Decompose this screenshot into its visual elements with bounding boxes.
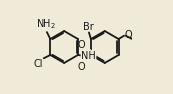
Text: NH: NH [81,51,96,61]
Text: Br: Br [83,22,94,32]
Text: NH$_2$: NH$_2$ [37,18,56,31]
Text: S: S [82,50,90,63]
Text: Cl: Cl [34,59,43,69]
Text: O: O [125,30,132,40]
Text: O: O [78,62,85,72]
Text: O: O [78,40,85,50]
